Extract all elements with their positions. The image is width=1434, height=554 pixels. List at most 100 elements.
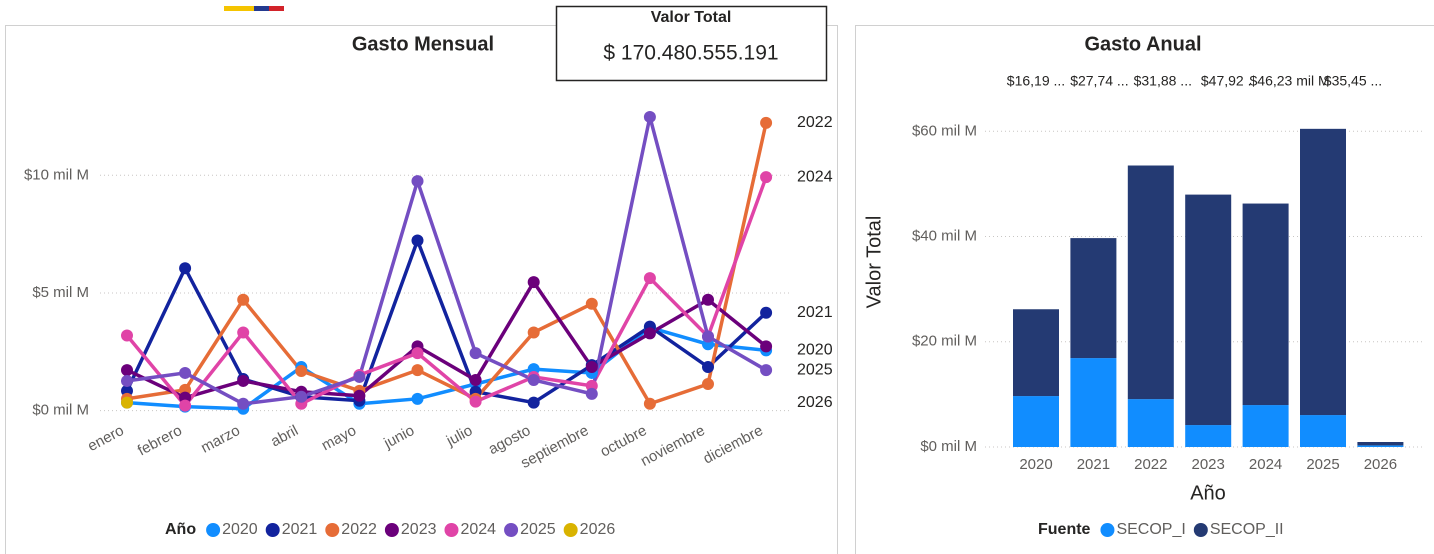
bar-segment xyxy=(1357,445,1404,447)
flag-blue xyxy=(254,6,269,11)
legend-label: SECOP_II xyxy=(1210,521,1284,538)
marker xyxy=(411,364,424,377)
bar-segment xyxy=(1185,425,1232,447)
marker xyxy=(121,396,133,409)
marker xyxy=(702,330,714,343)
series-line xyxy=(125,176,768,409)
marker xyxy=(179,399,192,412)
legend-swatch xyxy=(384,523,399,537)
marker xyxy=(702,378,714,390)
bar-segment xyxy=(1300,128,1346,416)
marker xyxy=(760,116,773,129)
data-label: $16,19 ... xyxy=(1007,73,1065,89)
bar-segment xyxy=(1357,442,1404,446)
marker xyxy=(237,293,250,306)
series-end-label: 2026 xyxy=(797,394,833,411)
card-value: $ 170.480.555.191 xyxy=(603,42,778,65)
marker xyxy=(121,374,133,387)
x-tick-label: 2025 xyxy=(1306,456,1339,473)
bar-segment xyxy=(1185,194,1232,426)
marker xyxy=(527,326,540,339)
x-tick-label: 2023 xyxy=(1192,456,1225,473)
marker xyxy=(411,347,424,360)
series-end-label: 2020 xyxy=(797,342,833,359)
marker xyxy=(121,364,133,377)
marker xyxy=(585,297,598,310)
y-tick-label: $0 mil M xyxy=(920,438,977,455)
marker xyxy=(702,293,714,306)
marker xyxy=(179,262,192,275)
legend-label: 2020 xyxy=(222,521,258,538)
marker xyxy=(121,329,133,342)
marker xyxy=(237,374,250,387)
data-label: $35,45 ... xyxy=(1324,73,1382,89)
bar-segment xyxy=(1127,165,1174,400)
marker xyxy=(353,370,366,383)
flag-red xyxy=(269,6,284,11)
legend-swatch xyxy=(444,523,459,537)
legend-label: 2026 xyxy=(580,521,616,538)
series-line xyxy=(125,235,768,405)
x-tick-label: 2024 xyxy=(1249,456,1282,473)
left-panel xyxy=(5,25,838,554)
legend-swatch xyxy=(1193,523,1208,537)
marker xyxy=(411,175,424,188)
chart-title: Gasto Anual xyxy=(1084,33,1201,55)
data-label: $46,23 mil M xyxy=(1250,73,1330,89)
x-tick-label: 2021 xyxy=(1077,456,1110,473)
x-tick-label: 2026 xyxy=(1364,456,1397,473)
series-line xyxy=(126,278,768,400)
series-line xyxy=(126,325,767,411)
marker xyxy=(411,234,424,247)
marker xyxy=(702,361,714,374)
marker xyxy=(237,326,250,339)
marker xyxy=(353,389,366,402)
marker xyxy=(527,374,540,386)
legend-label: 2024 xyxy=(460,521,496,538)
y-tick-label: $0 mil M xyxy=(32,402,89,419)
series-end-label: 2025 xyxy=(797,361,833,378)
y-tick-label: $60 mil M xyxy=(912,122,977,139)
marker xyxy=(760,364,773,377)
legend-swatch xyxy=(206,523,221,537)
legend-label: 2021 xyxy=(282,521,318,538)
legend-label: SECOP_I xyxy=(1116,521,1185,538)
y-axis-title: Valor Total xyxy=(863,216,885,309)
flag-yellow xyxy=(224,6,254,11)
bar-segment xyxy=(1070,358,1117,447)
marker xyxy=(643,272,656,285)
marker xyxy=(760,340,773,353)
marker xyxy=(295,365,308,378)
legend-label: 2022 xyxy=(341,521,377,538)
bar-segment xyxy=(1013,309,1059,397)
legend-label: 2025 xyxy=(520,521,556,538)
marker xyxy=(643,397,656,410)
marker xyxy=(643,327,656,340)
marker xyxy=(760,306,773,319)
legend-label: 2023 xyxy=(401,521,437,538)
marker xyxy=(295,390,308,403)
x-axis-title: Año xyxy=(1190,482,1226,504)
y-tick-label: $5 mil M xyxy=(32,284,89,301)
x-tick-label: 2022 xyxy=(1134,456,1167,473)
bar-segment xyxy=(1300,415,1346,447)
bar-segment xyxy=(1127,399,1174,447)
legend-swatch xyxy=(325,523,340,537)
marker xyxy=(179,366,192,379)
kpi-card xyxy=(555,5,828,82)
legend-title: Fuente xyxy=(1038,521,1091,538)
bar-segment xyxy=(1070,238,1117,359)
series-end-label: 2024 xyxy=(797,168,833,185)
bar-segment xyxy=(1242,405,1289,447)
marker xyxy=(469,395,482,408)
marker xyxy=(527,276,540,289)
series-line xyxy=(126,122,768,406)
legend-swatch xyxy=(1100,523,1115,537)
marker xyxy=(585,361,598,374)
chart-title: Gasto Mensual xyxy=(352,33,494,55)
y-tick-label: $40 mil M xyxy=(912,228,977,245)
data-label: $47,92 . xyxy=(1201,73,1252,89)
y-tick-label: $10 mil M xyxy=(24,166,89,183)
bar-segment xyxy=(1013,396,1059,447)
